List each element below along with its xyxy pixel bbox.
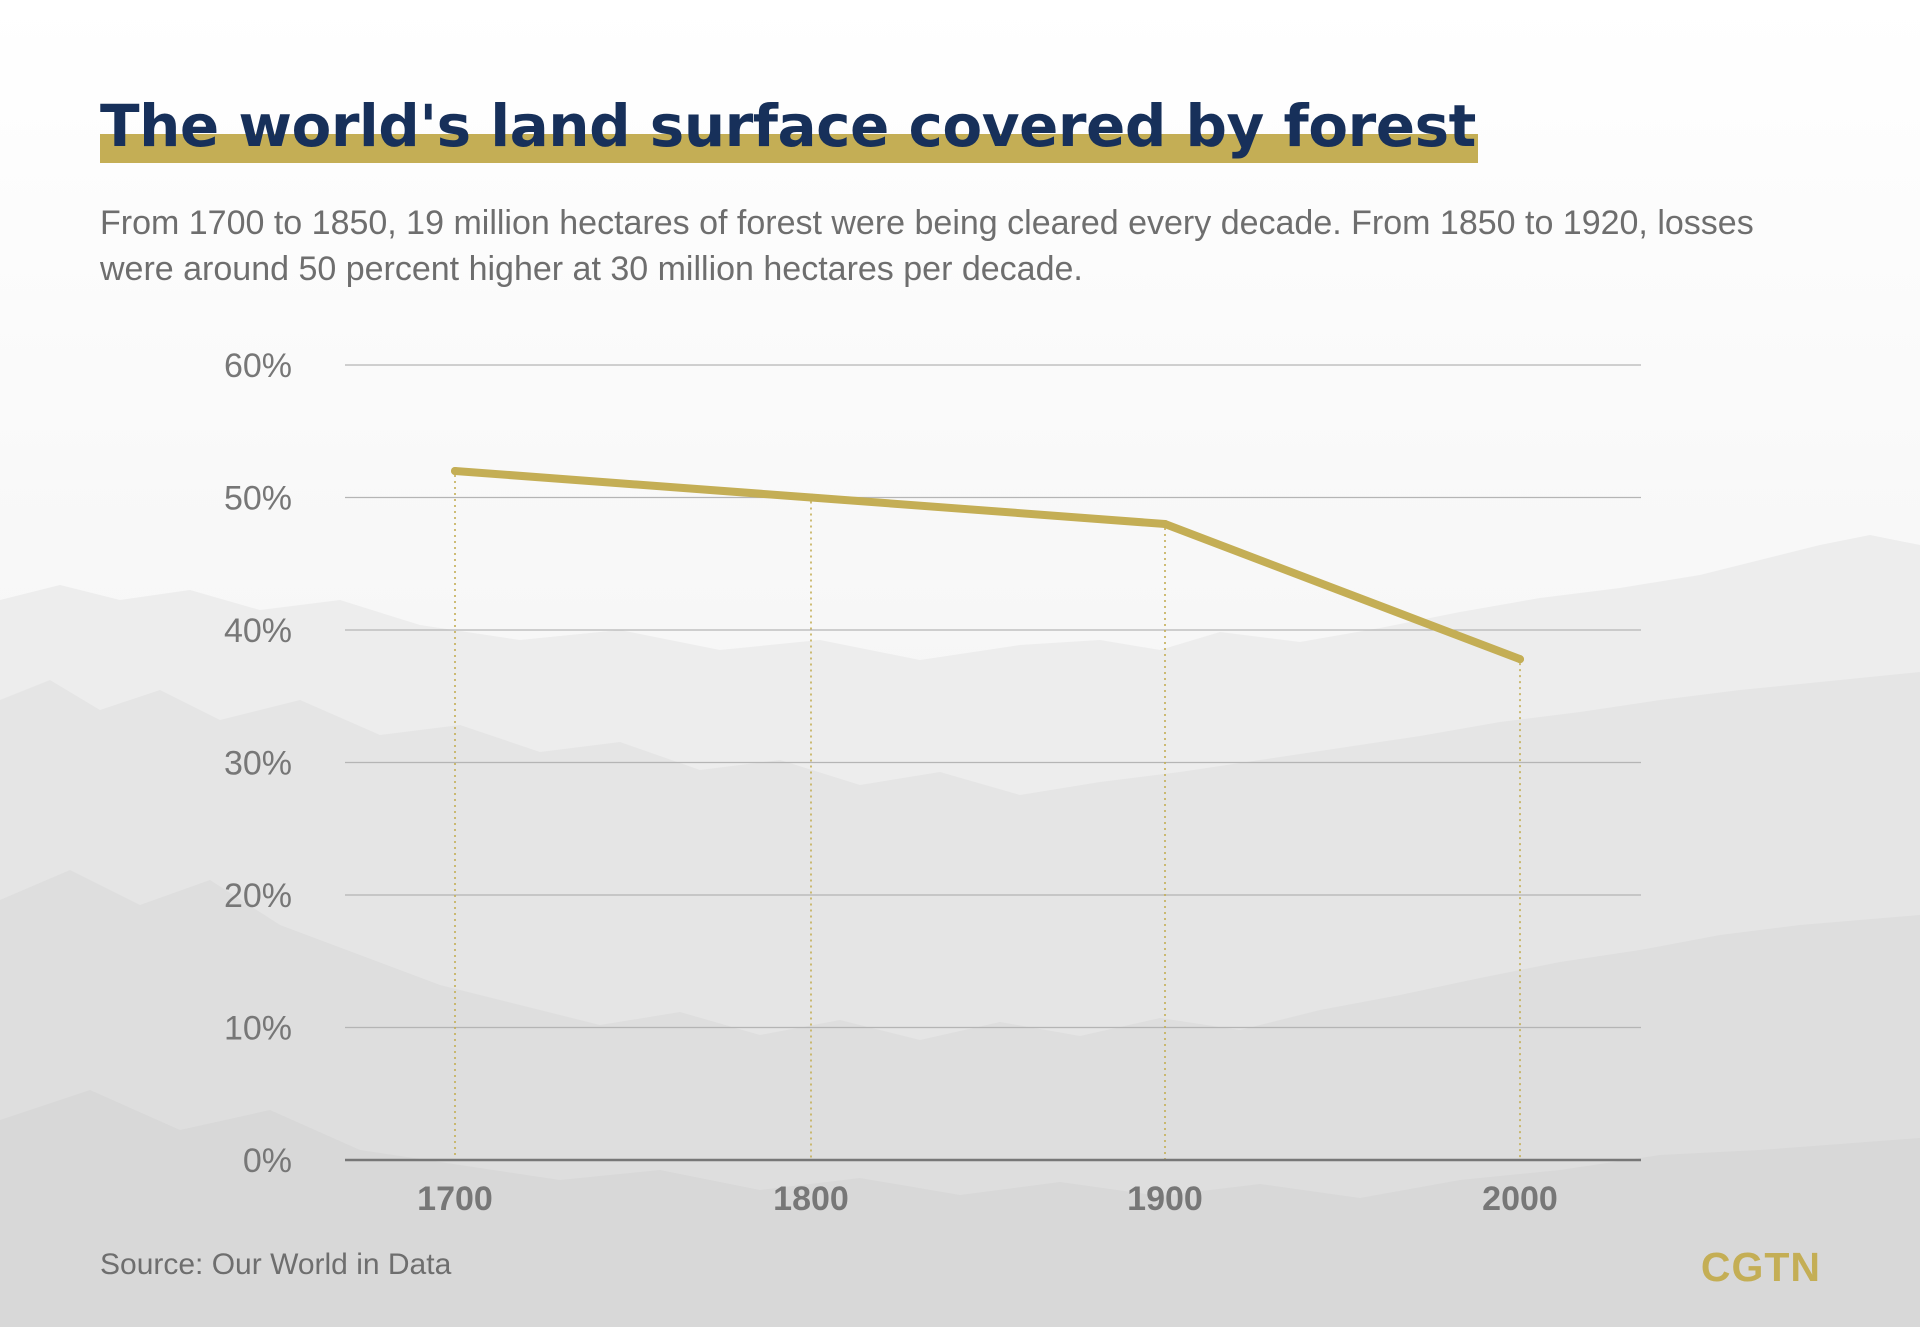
tick-labels: 0% 10% 20% 30% 40% 50% 60% 1700 1800 1900 2000 (224, 347, 1558, 1218)
cgtn-logo: CGTN (1700, 1244, 1821, 1290)
x-tick-label-1900: 1900 (1127, 1180, 1203, 1218)
y-tick-label-40: 40% (224, 612, 292, 650)
title-highlight-bar (100, 134, 1478, 163)
gridlines (345, 364, 1641, 1029)
data-point-1900 (1161, 520, 1169, 528)
chart-title: The world's land surface covered by fore… (100, 92, 1476, 160)
data-point-1700 (451, 467, 459, 475)
source-note: Source: Our World in Data (100, 1248, 452, 1281)
foreground-foliage (0, 1090, 1920, 1327)
data-point-2000 (1516, 655, 1524, 664)
y-tick-label-30: 30% (224, 745, 292, 783)
x-tick-label-1800: 1800 (773, 1180, 849, 1218)
chart-subtitle: From 1700 to 1850, 19 million hectares o… (100, 204, 1754, 288)
title-block: The world's land surface covered by fore… (100, 88, 1478, 164)
y-tick-label-50: 50% (224, 480, 292, 518)
data-point-1800 (807, 493, 815, 502)
forest-share-line (451, 467, 1524, 664)
x-tick-label-1700: 1700 (417, 1180, 493, 1218)
y-tick-label-10: 10% (224, 1010, 292, 1048)
y-tick-label-0: 0% (243, 1142, 292, 1180)
x-tick-label-2000: 2000 (1482, 1180, 1558, 1218)
drop-lines (454, 475, 1521, 1160)
y-tick-label-20: 20% (224, 877, 292, 915)
y-tick-label-60: 60% (224, 347, 292, 385)
series (451, 467, 1524, 664)
